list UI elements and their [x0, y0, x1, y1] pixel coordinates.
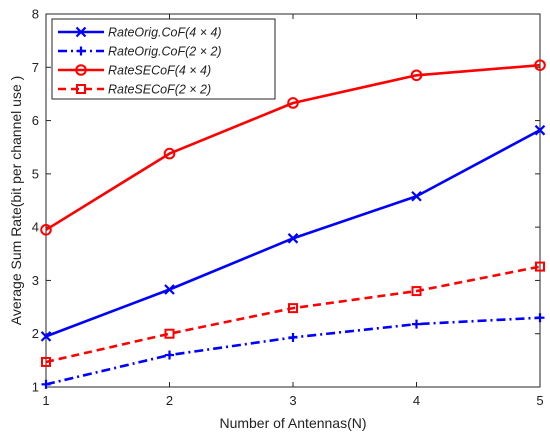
square-marker	[288, 303, 298, 314]
x-tick-label: 2	[166, 393, 173, 408]
x-tick-label: 3	[289, 393, 296, 408]
x-marker	[164, 284, 175, 295]
circle-marker	[534, 59, 546, 71]
y-tick-label: 7	[32, 60, 39, 75]
x-axis: 1 2 3 4 5	[42, 14, 544, 408]
circle-marker	[75, 64, 87, 76]
square-marker	[535, 261, 545, 272]
square-marker	[41, 356, 51, 367]
y-tick-label: 1	[32, 380, 39, 395]
legend-item: RateOrig.CoF(4 × 4)	[58, 26, 222, 40]
plus-marker	[535, 313, 545, 323]
square-marker	[164, 328, 175, 339]
x-axis-title: Number of Antennas(N)	[219, 415, 366, 431]
x-marker	[534, 124, 546, 136]
x-tick-label: 5	[536, 393, 543, 408]
series-4	[41, 261, 545, 367]
plus-marker	[41, 379, 51, 389]
series-2	[41, 313, 545, 389]
legend-label: RateOrig.CoF(2 × 2)	[108, 45, 222, 59]
y-tick-label: 2	[32, 326, 39, 341]
square-marker	[411, 286, 422, 297]
y-tick-label: 8	[32, 7, 39, 22]
x-marker	[287, 233, 299, 244]
plus-marker	[288, 332, 298, 342]
plus-marker	[165, 350, 174, 360]
series-layer	[40, 59, 546, 389]
series-1	[40, 124, 546, 342]
circle-marker	[287, 97, 299, 109]
series-line	[45, 265, 541, 364]
y-tick-label: 4	[32, 220, 39, 235]
plus-marker	[76, 46, 86, 56]
y-tick-label: 6	[32, 113, 39, 128]
square-marker	[76, 84, 86, 94]
legend-label: RateSECoF(2 × 2)	[108, 83, 211, 97]
series-line	[45, 63, 541, 231]
legend-item: RateSECoF(4 × 4)	[58, 64, 211, 78]
legend-item: RateSECoF(2 × 2)	[58, 83, 211, 97]
legend: RateOrig.CoF(4 × 4) RateOrig.CoF(2 × 2) Ra…	[51, 18, 276, 100]
circle-marker	[163, 147, 176, 160]
y-tick-label: 3	[32, 273, 39, 288]
legend-label: RateSECoF(4 × 4)	[108, 64, 211, 78]
series-3	[40, 59, 546, 236]
x-marker	[411, 190, 422, 202]
y-axis-title: Average Sum Rate(bit per channel use )	[8, 76, 24, 326]
legend-label: RateOrig.CoF(4 × 4)	[108, 26, 222, 40]
legend-item: RateOrig.CoF(2 × 2)	[58, 45, 222, 59]
x-marker	[40, 331, 52, 342]
circle-marker	[410, 69, 423, 82]
x-tick-label: 4	[413, 393, 420, 408]
circle-marker	[40, 224, 52, 236]
x-tick-label: 1	[42, 393, 49, 408]
plus-marker	[412, 319, 421, 329]
y-tick-label: 5	[32, 166, 39, 181]
x-marker	[75, 26, 87, 38]
